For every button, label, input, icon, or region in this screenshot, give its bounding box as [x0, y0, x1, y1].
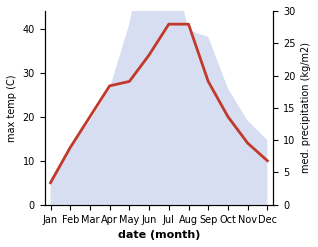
Y-axis label: max temp (C): max temp (C)	[7, 74, 17, 142]
X-axis label: date (month): date (month)	[118, 230, 200, 240]
Y-axis label: med. precipitation (kg/m2): med. precipitation (kg/m2)	[301, 42, 311, 173]
